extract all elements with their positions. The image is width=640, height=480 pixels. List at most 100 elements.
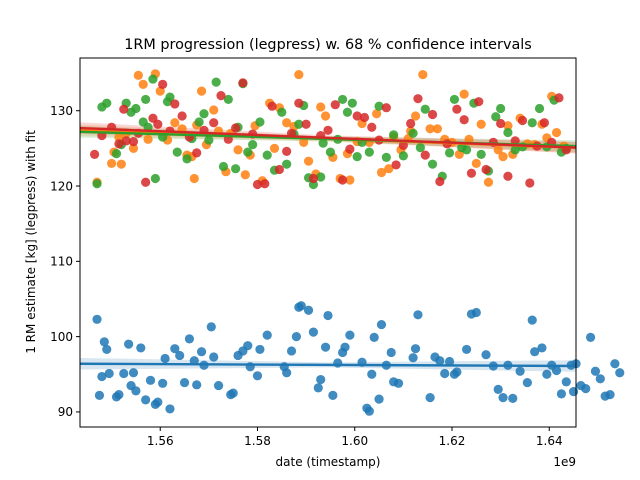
series-3-point [238,78,248,88]
series-2-point [461,145,472,155]
series-0-point [128,368,139,378]
series-2-point [534,103,545,114]
series-2-point [111,149,122,159]
x-tick-label: 1.56 [147,434,174,448]
series-0-point [585,332,596,342]
series-1-point [471,158,481,169]
series-0-point [440,368,450,379]
y-axis: 90 100 110 120 130 [50,104,80,419]
series-2-point [342,107,353,117]
series-3-point [413,94,423,104]
series-1-point [282,118,292,128]
series-2-point [282,159,292,169]
series-3-point [452,104,462,114]
plot-area [79,57,625,428]
series-3-point [231,123,241,133]
series-1-point [320,111,331,121]
series-0-point [610,359,620,369]
series-0-point [386,347,396,358]
series-3-point [192,148,202,158]
series-2-point [427,159,438,169]
series-0-point [498,393,508,403]
series-0-point [316,374,326,385]
series-1-point [493,145,503,155]
data-points [89,69,625,416]
series-1-point [464,134,474,144]
series-1-point [294,69,304,80]
series-2-point [364,147,374,157]
series-0-point [542,369,552,379]
series-2-point [148,74,158,84]
series-3-point [141,177,151,187]
series-2-point [420,104,430,114]
series-1-point [303,156,314,166]
series-2-point [131,103,141,114]
series-1-point [503,121,513,131]
series-3-point [177,111,187,121]
series-2-point [211,77,221,87]
series-1-point [114,132,124,142]
series-3-point [323,125,333,135]
series-3-point [337,175,348,185]
series-1-point [372,109,382,119]
series-0-point [252,371,263,381]
series-0-point [228,388,238,398]
series-2-point [141,94,151,105]
series-0-point [367,369,377,379]
series-0-point [99,337,109,347]
series-0-point [153,397,163,407]
series-0-point [104,368,114,379]
series-3-point [158,79,168,89]
series-0-point [97,371,107,382]
series-2-point [318,138,328,148]
series-3-point [427,109,438,120]
series-1-point [345,175,355,185]
series-2-point [182,154,192,164]
series-3-point [301,119,311,129]
chart-title: 1RM progression (legpress) w. 68 % confi… [124,37,532,53]
series-3-point [252,179,263,190]
series-3-point [352,111,362,121]
series-3-point [466,168,477,178]
series-2-point [150,173,160,184]
series-1-point [299,137,309,147]
x-tick-label: 1.60 [341,434,368,448]
series-0-point [243,341,253,351]
series-3-point [153,119,163,129]
series-1-point [476,119,486,129]
x-axis-label: date (timestamp) [276,455,381,469]
series-2-point [398,151,408,161]
series-0-point [515,366,525,376]
series-3-point [114,139,124,149]
series-3-point [481,164,491,175]
series-2-point [389,130,399,140]
series-2-point [444,148,455,158]
series-2-point [255,117,265,127]
series-2-point [194,117,204,127]
series-2-point [243,147,253,157]
series-0-point [119,368,129,379]
series-1-point [551,127,562,138]
series-0-point [615,368,625,378]
series-2-point [277,107,287,117]
series-3-point [503,171,513,181]
series-0-point [345,330,355,340]
series-0-point [94,390,105,400]
series-1-point [425,124,435,134]
series-1-point [418,69,428,80]
series-2-point [408,128,418,138]
series-1-point [498,152,508,162]
series-0-point [530,347,540,357]
fit-line-0 [79,362,577,368]
series-3-point [274,164,284,175]
series-2-point [503,127,513,138]
series-0-point [393,378,404,388]
series-0-point [282,368,292,378]
series-1-point [316,102,326,112]
series-1-point [128,143,139,153]
series-1-point [459,89,469,99]
series-0-point [374,394,384,404]
series-2-point [231,164,241,174]
series-1-point [138,79,148,89]
series-0-point [209,352,219,362]
